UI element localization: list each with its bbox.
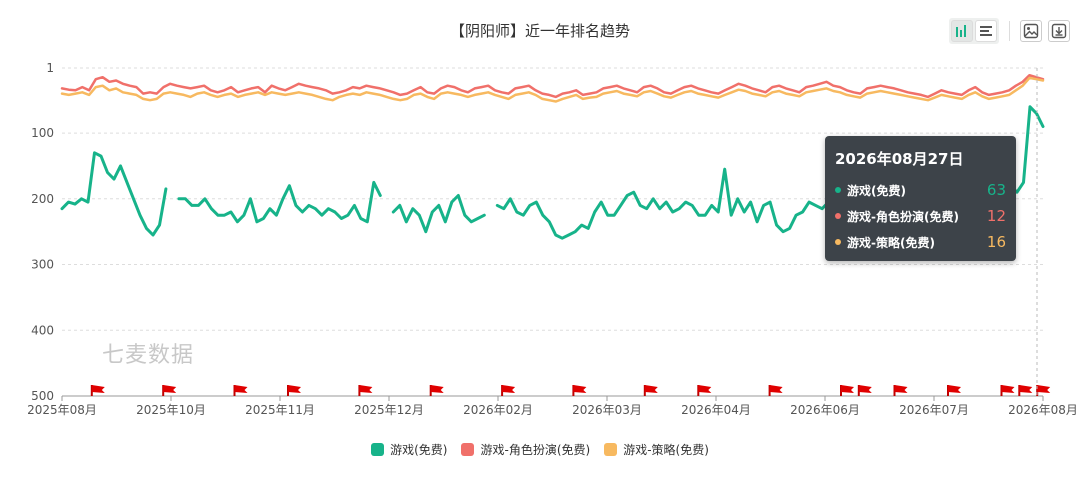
series-lines [60, 73, 1045, 240]
tooltip-series-value: 16 [986, 233, 1006, 251]
x-tick-label: 2026年06月 [790, 403, 860, 417]
event-flag [501, 385, 516, 396]
save-image-button[interactable] [1020, 20, 1042, 42]
flag-cloth [234, 385, 248, 393]
flag-cloth [1019, 385, 1033, 393]
legend-swatch [604, 443, 618, 456]
x-tick-label: 2026年02月 [463, 403, 533, 417]
event-flags [90, 385, 1051, 396]
x-tick-label: 2025年08月 [27, 403, 97, 417]
bar-chart-icon [956, 25, 966, 37]
flag-cloth [288, 385, 301, 393]
flag-cloth [573, 385, 587, 393]
x-tick-label: 2026年03月 [572, 403, 642, 417]
legend-label: 游戏(免费) [390, 443, 448, 457]
view-toggle-group [949, 18, 999, 44]
tooltip-row: 游戏-角色扮演(免费) 12 [835, 203, 1006, 229]
legend-label: 游戏-策略(免费) [623, 443, 709, 457]
tooltip-dot [835, 187, 841, 193]
x-tick-label: 2025年12月 [354, 403, 424, 417]
flag-cloth [948, 385, 961, 393]
tooltip-series-value: 63 [986, 181, 1006, 199]
legend-item-overall[interactable]: 游戏(免费) [371, 441, 447, 458]
flag-cloth [644, 385, 658, 393]
event-flag [572, 385, 587, 396]
flag-cloth [894, 385, 908, 393]
y-tick-label: 400 [31, 323, 54, 337]
flag-cloth [91, 385, 105, 393]
tooltip-date: 2026年08月27日 [835, 150, 964, 168]
tooltip-row: 游戏-策略(免费) 16 [835, 229, 1006, 255]
x-tick-label: 2026年04月 [681, 403, 751, 417]
series-line-2 [60, 73, 1045, 99]
event-flag [90, 385, 105, 396]
event-flag [893, 385, 908, 396]
download-button[interactable] [1048, 20, 1070, 42]
event-flag [358, 385, 373, 396]
flag-cloth [1001, 385, 1015, 393]
x-tick-label: 2025年11月 [245, 403, 315, 417]
x-tick-label: 2026年08月 [1008, 403, 1078, 417]
y-tick-label: 500 [31, 389, 54, 403]
flag-cloth [841, 385, 854, 393]
chart-legend: 游戏(免费) 游戏-角色扮演(免费) 游戏-策略(免费) [0, 441, 1080, 458]
event-flag [287, 385, 301, 396]
event-flag [857, 385, 872, 396]
event-flag [697, 385, 712, 396]
flag-cloth [430, 385, 444, 393]
flag-cloth [502, 385, 516, 393]
image-save-icon [1023, 23, 1039, 39]
flag-cloth [698, 385, 712, 393]
event-flag [429, 385, 444, 396]
tooltip-series-label: 游戏(免费) [847, 183, 906, 198]
list-icon [980, 26, 992, 36]
list-toggle-button[interactable] [975, 20, 997, 42]
chart-tooltip: 2026年08月27日 游戏(免费) 63 游戏-角色扮演(免费) 12 游戏-… [825, 136, 1016, 261]
tooltip-series-label: 游戏-角色扮演(免费) [847, 209, 959, 224]
flag-cloth [769, 385, 783, 393]
x-axis-ticks: 2025年08月 2025年10月 2025年11月 2025年12月 2026年02月… [27, 396, 1078, 417]
tooltip-dot [835, 213, 841, 219]
legend-swatch [461, 443, 475, 456]
x-tick-label: 2025年10月 [136, 403, 206, 417]
tooltip-series-value: 12 [986, 207, 1006, 225]
watermark: 七麦数据 [102, 343, 195, 368]
series-line-3 [60, 76, 1045, 103]
flag-cloth [1037, 385, 1051, 393]
flag-cloth [858, 385, 872, 393]
y-tick-label: 100 [31, 126, 54, 140]
y-axis-ticks: 1 100 200 300 400 500 [31, 61, 54, 403]
bar-chart-toggle-button[interactable] [951, 20, 973, 42]
event-flag [768, 385, 783, 396]
event-flag [1036, 385, 1051, 396]
y-tick-label: 200 [31, 192, 54, 206]
flag-cloth [163, 385, 177, 393]
chart-toolbar [949, 18, 1070, 44]
toolbar-divider [1009, 21, 1010, 41]
event-flag [1018, 385, 1033, 396]
event-flag [643, 385, 658, 396]
legend-item-rpg[interactable]: 游戏-角色扮演(免费) [461, 441, 590, 458]
tooltip-row: 游戏(免费) 63 [835, 177, 1006, 203]
event-flag [1000, 385, 1015, 396]
download-icon [1051, 23, 1067, 39]
event-flag [162, 385, 177, 396]
flag-cloth [359, 385, 373, 393]
y-tick-label: 300 [31, 258, 54, 272]
chart-title: 【阴阳师】近一年排名趋势 [449, 22, 630, 40]
y-tick-label: 1 [46, 61, 54, 75]
tooltip-series-label: 游戏-策略(免费) [847, 235, 935, 250]
series-line-1 [60, 105, 1045, 240]
event-flag [840, 385, 854, 396]
legend-label: 游戏-角色扮演(免费) [480, 443, 591, 457]
event-flag [233, 385, 248, 396]
event-flag [947, 385, 961, 396]
legend-swatch [371, 443, 385, 456]
tooltip-dot [835, 239, 841, 245]
x-tick-label: 2026年07月 [899, 403, 969, 417]
legend-item-strategy[interactable]: 游戏-策略(免费) [604, 441, 709, 458]
